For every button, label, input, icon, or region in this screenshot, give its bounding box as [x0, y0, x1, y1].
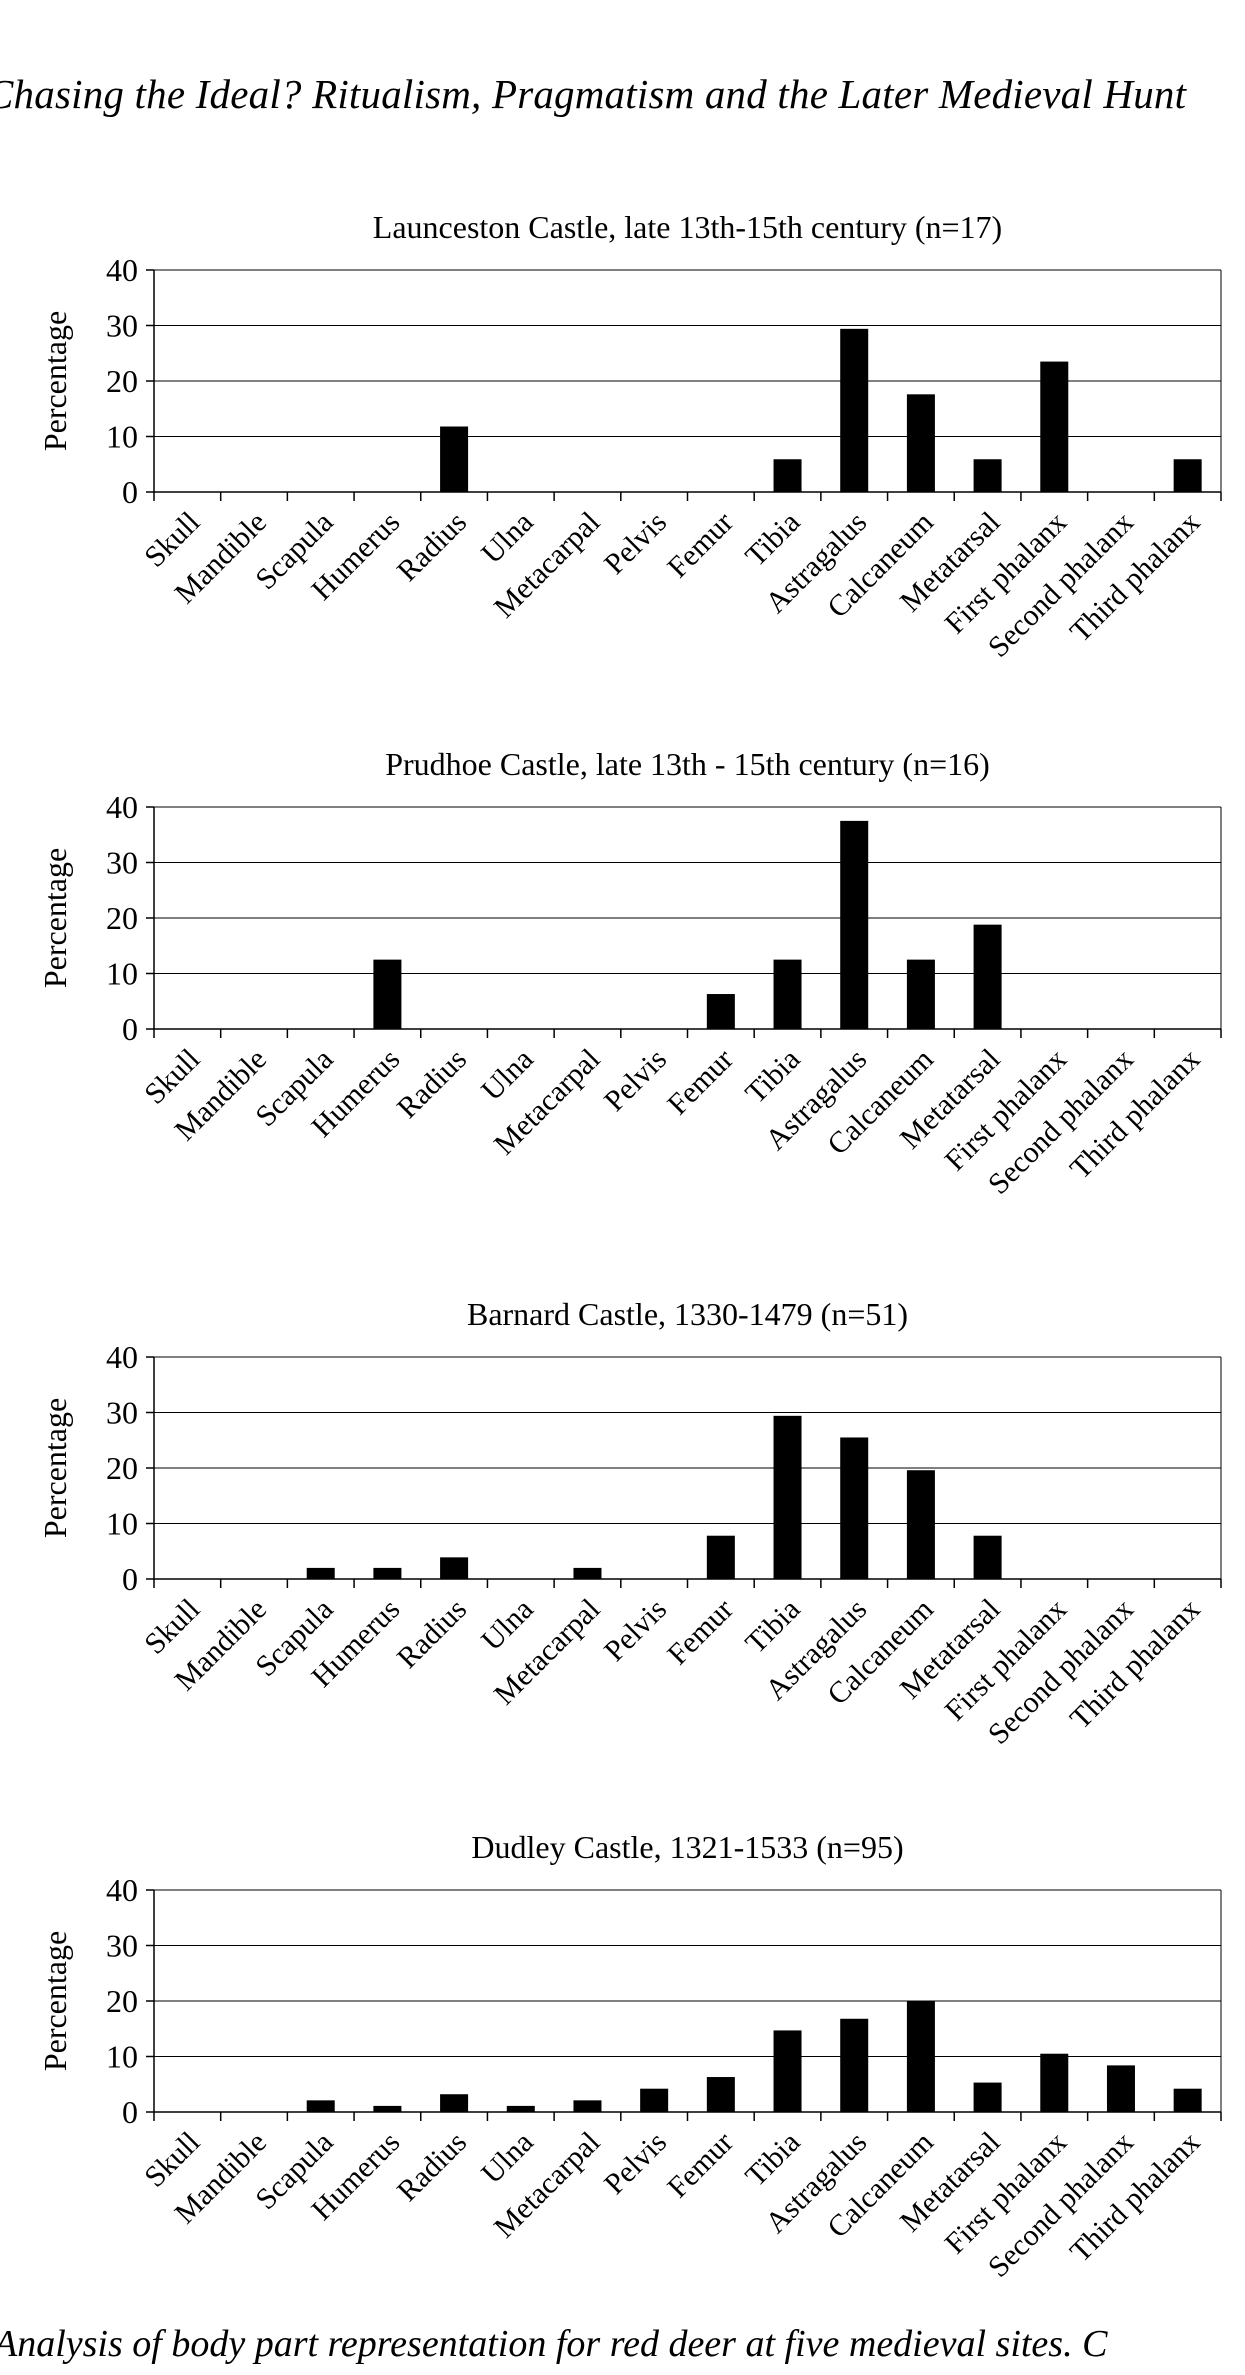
- y-tick-label: 20: [106, 900, 138, 936]
- x-tick-label: Femur: [661, 2126, 740, 2205]
- chart-title: Prudhoe Castle, late 13th - 15th century…: [385, 746, 990, 782]
- bar-calcaneum: [906, 1470, 935, 1579]
- x-tick-label: Radius: [391, 506, 473, 588]
- chart-title: Dudley Castle, 1321-1533 (n=95): [471, 1829, 903, 1865]
- bar-calcaneum: [906, 2001, 935, 2112]
- bar-scapula: [306, 2100, 335, 2112]
- y-tick-label: 30: [106, 845, 138, 881]
- bar-radius: [440, 2094, 469, 2112]
- x-tick-label: Femur: [661, 1043, 740, 1122]
- bar-femur: [706, 994, 735, 1029]
- bar-calcaneum: [906, 959, 935, 1029]
- y-tick-label: 40: [106, 252, 138, 288]
- figure-caption: Analysis of body part representation for…: [0, 2323, 1108, 2365]
- bar-femur: [706, 2077, 735, 2112]
- y-tick-label: 30: [106, 1395, 138, 1431]
- bar-tibia: [773, 1415, 802, 1579]
- bar-pelvis: [640, 2088, 669, 2112]
- bar-humerus: [373, 959, 402, 1029]
- bar-third-phalanx: [1173, 459, 1202, 492]
- bar-radius: [440, 426, 469, 492]
- bar-humerus: [373, 1567, 402, 1579]
- bar-metacarpal: [573, 1567, 602, 1579]
- y-tick-label: 10: [106, 956, 138, 992]
- bar-metatarsal: [973, 1535, 1002, 1579]
- y-tick-label: 0: [122, 1561, 138, 1597]
- bar-astragalus: [840, 820, 869, 1029]
- y-tick-label: 20: [106, 1450, 138, 1486]
- bar-scapula: [306, 1567, 335, 1579]
- chart-launceston: Launceston Castle, late 13th-15th centur…: [37, 209, 1222, 664]
- bar-tibia: [773, 959, 802, 1029]
- bar-astragalus: [840, 2018, 869, 2112]
- bar-astragalus: [840, 1437, 869, 1579]
- x-tick-label: Femur: [661, 506, 740, 585]
- x-tick-label: Radius: [391, 2126, 473, 2208]
- y-tick-label: 10: [106, 1506, 138, 1542]
- y-tick-label: 30: [106, 1928, 138, 1964]
- y-tick-label: 0: [122, 474, 138, 510]
- bar-calcaneum: [906, 394, 935, 492]
- bar-metacarpal: [573, 2100, 602, 2112]
- y-axis-label: Percentage: [37, 1931, 73, 2071]
- chart-barnard: Barnard Castle, 1330-1479 (n=51) 0 10 20 30 4…: [37, 1296, 1222, 1751]
- bar-first-phalanx: [1040, 2053, 1069, 2112]
- chart-title: Barnard Castle, 1330-1479 (n=51): [467, 1296, 908, 1332]
- y-axis-label: Percentage: [37, 311, 73, 451]
- y-tick-label: 0: [122, 1011, 138, 1047]
- bar-femur: [706, 1535, 735, 1579]
- y-tick-label: 40: [106, 1872, 138, 1908]
- y-tick-label: 0: [122, 2094, 138, 2130]
- y-tick-label: 40: [106, 789, 138, 825]
- bar-astragalus: [840, 328, 869, 492]
- y-tick-label: 40: [106, 1339, 138, 1375]
- y-tick-label: 20: [106, 1983, 138, 2019]
- bar-third-phalanx: [1173, 2088, 1202, 2112]
- bar-tibia: [773, 459, 802, 492]
- x-tick-label: Pelvis: [598, 1043, 673, 1118]
- y-tick-label: 10: [106, 419, 138, 455]
- bar-metatarsal: [973, 924, 1002, 1029]
- x-tick-label: Pelvis: [598, 1593, 673, 1668]
- chart-title: Launceston Castle, late 13th-15th centur…: [373, 209, 1002, 245]
- bar-tibia: [773, 2030, 802, 2112]
- running-title: Chasing the Ideal? Ritualism, Pragmatism…: [0, 71, 1187, 117]
- y-tick-label: 30: [106, 308, 138, 344]
- y-axis-label: Percentage: [37, 848, 73, 988]
- x-tick-label: Pelvis: [598, 2126, 673, 2201]
- bar-ulna: [506, 2105, 535, 2112]
- bar-first-phalanx: [1040, 361, 1069, 492]
- x-tick-label: Radius: [391, 1593, 473, 1675]
- x-tick-label: Femur: [661, 1593, 740, 1672]
- bar-radius: [440, 1557, 469, 1579]
- bar-metatarsal: [973, 459, 1002, 492]
- bar-humerus: [373, 2105, 402, 2112]
- chart-prudhoe: Prudhoe Castle, late 13th - 15th century…: [37, 746, 1222, 1201]
- y-axis-label: Percentage: [37, 1398, 73, 1538]
- x-tick-label: Pelvis: [598, 506, 673, 581]
- bar-metatarsal: [973, 2082, 1002, 2112]
- x-tick-label: Radius: [391, 1043, 473, 1125]
- y-tick-label: 20: [106, 363, 138, 399]
- y-tick-label: 10: [106, 2039, 138, 2075]
- bar-second-phalanx: [1106, 2065, 1135, 2112]
- chart-dudley: Dudley Castle, 1321-1533 (n=95) 0 10 20 30 40…: [37, 1829, 1222, 2284]
